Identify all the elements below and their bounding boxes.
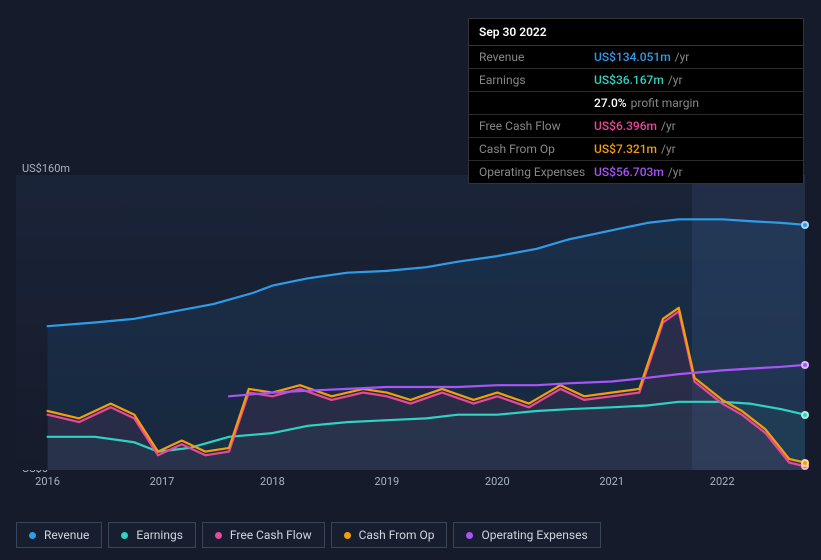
series-end-dot-cash_from_op <box>801 459 809 467</box>
tooltip-metric-suffix: /yr <box>668 165 683 179</box>
legend-item-revenue[interactable]: Revenue <box>16 522 102 548</box>
series-end-dot-earnings <box>801 411 809 419</box>
y-axis-label: US$160m <box>22 162 70 175</box>
x-axis-tick: 2016 <box>35 475 60 488</box>
data-tooltip: Sep 30 2022RevenueUS$134.051m/yrEarnings… <box>468 18 804 184</box>
tooltip-row: Free Cash FlowUS$6.396m/yr <box>469 115 803 138</box>
tooltip-metric-label: Earnings <box>479 73 594 87</box>
legend-item-operating_expenses[interactable]: Operating Expenses <box>453 522 600 548</box>
tooltip-row: EarningsUS$36.167m/yr <box>469 69 803 92</box>
tooltip-metric-label: Operating Expenses <box>479 165 594 179</box>
x-axis: 2016 2017 2018 2019 2020 2021 2022 <box>16 475 805 495</box>
tooltip-submetric-value: 27.0% <box>594 96 627 110</box>
tooltip-metric-value: US$7.321m <box>594 142 657 156</box>
tooltip-metric-suffix: /yr <box>661 119 676 133</box>
tooltip-metric-value: US$6.396m <box>594 119 657 133</box>
tooltip-metric-label: Revenue <box>479 50 594 64</box>
tooltip-metric-suffix: /yr <box>661 142 676 156</box>
series-end-dot-operating_expenses <box>801 361 809 369</box>
tooltip-metric-suffix: /yr <box>675 50 690 64</box>
x-axis-tick: 2019 <box>374 475 399 488</box>
tooltip-submetric-label: profit margin <box>631 96 699 110</box>
legend-item-cash_from_op[interactable]: Cash From Op <box>331 522 448 548</box>
x-axis-tick: 2017 <box>150 475 175 488</box>
legend-label: Operating Expenses <box>481 528 587 542</box>
legend-dot-icon <box>121 532 128 539</box>
chart-plot-area[interactable] <box>16 175 805 470</box>
chart-svg <box>16 175 805 470</box>
x-axis-tick: 2018 <box>260 475 285 488</box>
x-axis-tick: 2022 <box>710 475 735 488</box>
tooltip-date: Sep 30 2022 <box>469 19 803 46</box>
tooltip-subrow: 27.0% profit margin <box>469 92 803 115</box>
tooltip-metric-value: US$134.051m <box>594 50 671 64</box>
legend-item-earnings[interactable]: Earnings <box>108 522 196 548</box>
tooltip-metric-label: Free Cash Flow <box>479 119 594 133</box>
legend-label: Revenue <box>44 528 89 542</box>
tooltip-metric-value: US$36.167m <box>594 73 664 87</box>
tooltip-metric-value: US$56.703m <box>594 165 664 179</box>
legend-dot-icon <box>344 532 351 539</box>
legend-dot-icon <box>466 532 473 539</box>
series-end-dot-revenue <box>801 221 809 229</box>
tooltip-metric-suffix: /yr <box>668 73 683 87</box>
tooltip-row: RevenueUS$134.051m/yr <box>469 46 803 69</box>
legend-item-free_cash_flow[interactable]: Free Cash Flow <box>202 522 325 548</box>
tooltip-row: Cash From OpUS$7.321m/yr <box>469 138 803 161</box>
chart-legend: Revenue Earnings Free Cash Flow Cash From O… <box>16 522 601 548</box>
legend-dot-icon <box>29 532 36 539</box>
legend-label: Earnings <box>136 528 183 542</box>
legend-label: Cash From Op <box>359 528 435 542</box>
x-axis-tick: 2020 <box>485 475 510 488</box>
legend-label: Free Cash Flow <box>230 528 312 542</box>
x-axis-tick: 2021 <box>599 475 624 488</box>
tooltip-metric-label: Cash From Op <box>479 142 594 156</box>
legend-dot-icon <box>215 532 222 539</box>
tooltip-row: Operating ExpensesUS$56.703m/yr <box>469 161 803 183</box>
